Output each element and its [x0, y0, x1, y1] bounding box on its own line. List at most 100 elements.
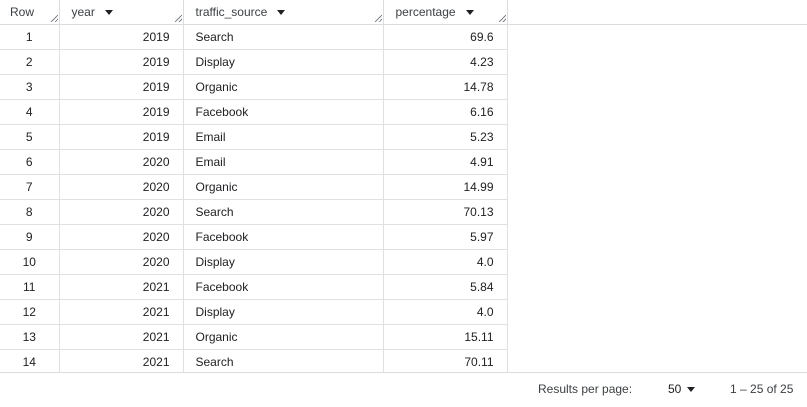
- row-number-cell[interactable]: 13: [0, 324, 60, 350]
- results-grid: Row year traffic_source percentage 1 20: [0, 0, 807, 372]
- row-filler: [507, 250, 807, 275]
- resize-handle-icon[interactable]: [374, 15, 382, 22]
- chevron-down-icon[interactable]: [104, 9, 113, 15]
- resize-handle-icon[interactable]: [498, 15, 506, 22]
- traffic-source-cell[interactable]: Facebook: [183, 224, 384, 250]
- table-row: 6 2020 Email 4.91: [0, 149, 807, 175]
- table-row: 4 2019 Facebook 6.16: [0, 99, 807, 125]
- table-row: 10 2020 Display 4.0: [0, 249, 807, 275]
- resize-handle-icon[interactable]: [174, 15, 182, 22]
- traffic-source-cell[interactable]: Email: [183, 149, 384, 175]
- table-row: 13 2021 Organic 15.11: [0, 324, 807, 350]
- percentage-cell[interactable]: 6.16: [383, 99, 508, 125]
- row-number-cell[interactable]: 4: [0, 99, 60, 125]
- traffic-source-cell[interactable]: Display: [183, 299, 384, 325]
- results-per-page-select[interactable]: 50: [668, 382, 696, 396]
- year-cell[interactable]: 2020: [59, 174, 184, 200]
- traffic-source-cell[interactable]: Search: [183, 199, 384, 225]
- table-row: 11 2021 Facebook 5.84: [0, 274, 807, 300]
- percentage-cell[interactable]: 4.0: [383, 249, 508, 275]
- row-filler: [507, 75, 807, 100]
- traffic-source-cell[interactable]: Facebook: [183, 99, 384, 125]
- year-cell[interactable]: 2019: [59, 74, 184, 100]
- row-number-cell[interactable]: 12: [0, 299, 60, 325]
- row-number-cell[interactable]: 6: [0, 149, 60, 175]
- resize-handle-icon[interactable]: [50, 15, 58, 22]
- row-filler: [507, 175, 807, 200]
- percentage-cell[interactable]: 15.11: [383, 324, 508, 350]
- table-row: 7 2020 Organic 14.99: [0, 174, 807, 200]
- year-cell[interactable]: 2019: [59, 99, 184, 125]
- results-per-page-value: 50: [668, 382, 682, 396]
- year-cell[interactable]: 2019: [59, 24, 184, 50]
- year-cell[interactable]: 2020: [59, 249, 184, 275]
- row-filler: [507, 25, 807, 50]
- row-filler: [507, 125, 807, 150]
- table-row: 1 2019 Search 69.6: [0, 24, 807, 50]
- row-filler: [507, 225, 807, 250]
- column-header-percentage[interactable]: percentage: [383, 0, 508, 25]
- row-number-cell[interactable]: 9: [0, 224, 60, 250]
- year-cell[interactable]: 2021: [59, 324, 184, 350]
- percentage-cell[interactable]: 4.91: [383, 149, 508, 175]
- traffic-source-cell[interactable]: Display: [183, 249, 384, 275]
- row-number-cell[interactable]: 7: [0, 174, 60, 200]
- row-number-cell[interactable]: 3: [0, 74, 60, 100]
- column-header-year-label: year: [71, 5, 95, 19]
- row-filler: [507, 300, 807, 325]
- year-cell[interactable]: 2021: [59, 274, 184, 300]
- table-row: 12 2021 Display 4.0: [0, 299, 807, 325]
- percentage-cell[interactable]: 5.23: [383, 124, 508, 150]
- year-cell[interactable]: 2019: [59, 124, 184, 150]
- percentage-cell[interactable]: 70.11: [383, 349, 508, 372]
- year-cell[interactable]: 2020: [59, 224, 184, 250]
- row-number-cell[interactable]: 14: [0, 349, 60, 372]
- header-row: Row year traffic_source percentage: [0, 0, 807, 25]
- traffic-source-cell[interactable]: Email: [183, 124, 384, 150]
- row-number-cell[interactable]: 10: [0, 249, 60, 275]
- year-cell[interactable]: 2021: [59, 299, 184, 325]
- table-row: 3 2019 Organic 14.78: [0, 74, 807, 100]
- row-filler: [507, 100, 807, 125]
- table-row: 2 2019 Display 4.23: [0, 49, 807, 75]
- traffic-source-cell[interactable]: Search: [183, 24, 384, 50]
- column-header-traffic-source-label: traffic_source: [195, 5, 268, 19]
- percentage-cell[interactable]: 4.0: [383, 299, 508, 325]
- percentage-cell[interactable]: 14.99: [383, 174, 508, 200]
- year-cell[interactable]: 2020: [59, 149, 184, 175]
- row-number-cell[interactable]: 11: [0, 274, 60, 300]
- row-number-cell[interactable]: 8: [0, 199, 60, 225]
- column-header-year[interactable]: year: [59, 0, 184, 25]
- results-table: Row year traffic_source percentage 1 20: [0, 0, 807, 372]
- traffic-source-cell[interactable]: Organic: [183, 324, 384, 350]
- percentage-cell[interactable]: 14.78: [383, 74, 508, 100]
- year-cell[interactable]: 2019: [59, 49, 184, 75]
- chevron-down-icon[interactable]: [465, 9, 474, 15]
- traffic-source-cell[interactable]: Organic: [183, 74, 384, 100]
- traffic-source-cell[interactable]: Organic: [183, 174, 384, 200]
- traffic-source-cell[interactable]: Facebook: [183, 274, 384, 300]
- table-body: 1 2019 Search 69.6 2 2019 Display 4.23 3 2019 Orga…: [0, 24, 807, 373]
- header-filler: [507, 0, 807, 25]
- table-row: 14 2021 Search 70.11: [0, 349, 807, 373]
- column-header-traffic-source[interactable]: traffic_source: [183, 0, 384, 25]
- year-cell[interactable]: 2021: [59, 349, 184, 372]
- table-row: 8 2020 Search 70.13: [0, 199, 807, 225]
- row-number-cell[interactable]: 5: [0, 124, 60, 150]
- row-filler: [507, 350, 807, 373]
- chevron-down-icon[interactable]: [687, 386, 696, 392]
- percentage-cell[interactable]: 4.23: [383, 49, 508, 75]
- percentage-cell[interactable]: 69.6: [383, 24, 508, 50]
- traffic-source-cell[interactable]: Search: [183, 349, 384, 372]
- percentage-cell[interactable]: 5.97: [383, 224, 508, 250]
- results-per-page-label: Results per page:: [538, 382, 633, 396]
- row-filler: [507, 275, 807, 300]
- row-number-cell[interactable]: 1: [0, 24, 60, 50]
- row-number-cell[interactable]: 2: [0, 49, 60, 75]
- percentage-cell[interactable]: 5.84: [383, 274, 508, 300]
- chevron-down-icon[interactable]: [277, 9, 286, 15]
- year-cell[interactable]: 2020: [59, 199, 184, 225]
- row-filler: [507, 50, 807, 75]
- percentage-cell[interactable]: 70.13: [383, 199, 508, 225]
- traffic-source-cell[interactable]: Display: [183, 49, 384, 75]
